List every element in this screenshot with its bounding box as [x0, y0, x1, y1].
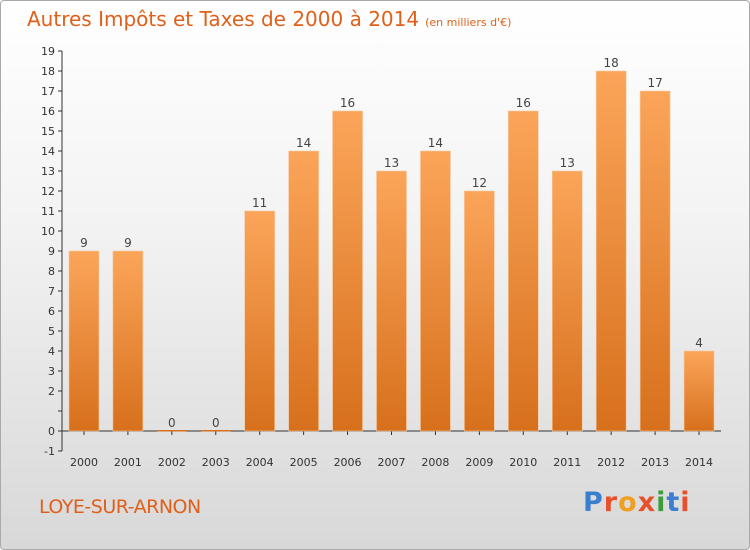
data-labels-group: 9 2000 9 2001 0 2002 0 2003 11 2004 14 2005 16 2006 13…	[70, 56, 713, 469]
y-tick-label: -1	[44, 445, 55, 458]
y-tick-label: 2	[48, 385, 55, 398]
data-label: 12	[472, 176, 487, 190]
y-tick-label: 9	[48, 245, 55, 258]
y-tick-label: 11	[41, 205, 55, 218]
data-label: 16	[516, 96, 531, 110]
logo-letter: r	[603, 487, 619, 518]
data-label: 11	[252, 196, 267, 210]
x-tick-label: 2003	[202, 456, 230, 469]
y-tick-label: 19	[41, 45, 55, 58]
bars-group	[68, 70, 715, 432]
bar[interactable]	[464, 190, 495, 432]
x-tick-label: 2005	[290, 456, 318, 469]
bar[interactable]	[244, 210, 275, 432]
y-tick-label: 13	[41, 165, 55, 178]
x-tick-label: 2002	[158, 456, 186, 469]
x-tick-label: 2014	[685, 456, 713, 469]
commune-name: LOYE-SUR-ARNON	[39, 496, 201, 518]
y-tick-label: 6	[48, 305, 55, 318]
x-tick-label: 2008	[421, 456, 449, 469]
data-label: 4	[695, 336, 703, 350]
y-tick-label: 7	[48, 285, 55, 298]
y-tick-label: 12	[41, 185, 55, 198]
logo-letter: x	[637, 487, 657, 518]
axes: -1 0 2 3 4 5 6 7 8 9 10 11 12 13 14 15 16 17 18 19	[41, 45, 721, 458]
data-label: 18	[604, 56, 619, 70]
logo-letter: P	[583, 487, 604, 518]
bar[interactable]	[551, 170, 583, 432]
data-label: 17	[647, 76, 662, 90]
data-label: 16	[340, 96, 355, 110]
y-tick-label: 0	[48, 425, 55, 438]
y-tick-label: 14	[41, 145, 55, 158]
x-tick-label: 2009	[465, 456, 493, 469]
data-label: 13	[560, 156, 575, 170]
x-tick-label: 2001	[114, 456, 142, 469]
bar[interactable]	[288, 150, 319, 432]
y-tick-label: 10	[41, 225, 55, 238]
bar[interactable]	[683, 350, 715, 432]
logo-letter: o	[618, 487, 638, 518]
y-tick-label: 4	[48, 345, 55, 358]
x-tick-label: 2006	[334, 456, 362, 469]
x-tick-label: 2000	[70, 456, 98, 469]
chart-title: Autres Impôts et Taxes de 2000 à 2014 (en…	[27, 7, 511, 31]
x-tick-label: 2013	[641, 456, 669, 469]
y-tick-label: 8	[48, 265, 55, 278]
logo-letter: i	[656, 487, 667, 518]
y-tick-label: 5	[48, 325, 55, 338]
data-label: 9	[80, 236, 88, 250]
bar[interactable]	[200, 430, 231, 432]
bar[interactable]	[112, 250, 144, 432]
y-tick-label: 16	[41, 105, 55, 118]
data-label: 14	[296, 136, 311, 150]
chart-title-text: Autres Impôts et Taxes de 2000 à 2014	[27, 7, 420, 31]
data-label: 0	[168, 416, 176, 430]
bar[interactable]	[68, 250, 100, 432]
bar[interactable]	[332, 110, 363, 432]
bar[interactable]	[595, 70, 627, 432]
data-label: 0	[212, 416, 220, 430]
data-label: 9	[124, 236, 132, 250]
bar[interactable]	[507, 110, 539, 432]
data-label: 13	[384, 156, 399, 170]
x-tick-label: 2010	[509, 456, 537, 469]
logo-letter: i	[680, 487, 691, 518]
logo-letter: t	[666, 487, 681, 518]
bar[interactable]	[376, 170, 407, 432]
chart-unit-label: (en milliers d'€)	[425, 16, 512, 29]
y-tick-label: 15	[41, 125, 55, 138]
bar[interactable]	[156, 430, 187, 432]
y-tick-label: 17	[41, 85, 55, 98]
bar[interactable]	[420, 150, 451, 432]
proxiti-logo[interactable]: Proxiti	[583, 487, 691, 518]
x-tick-label: 2011	[553, 456, 581, 469]
y-tick-label: 18	[41, 65, 55, 78]
y-tick-label: 3	[48, 365, 55, 378]
x-tick-label: 2007	[378, 456, 406, 469]
data-label: 14	[428, 136, 443, 150]
x-tick-label: 2012	[597, 456, 625, 469]
bar[interactable]	[639, 90, 671, 432]
x-tick-label: 2004	[246, 456, 274, 469]
